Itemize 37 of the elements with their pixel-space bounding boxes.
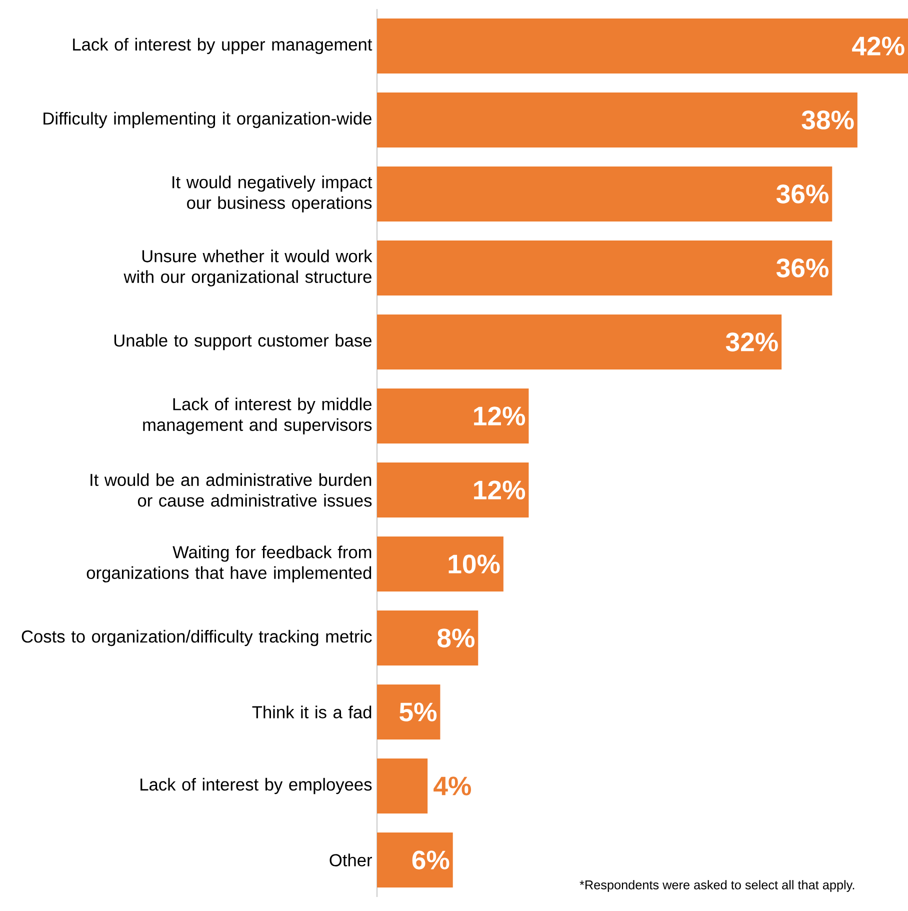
data-label: 8%	[438, 628, 474, 648]
y-tick-label: Costs to organization/difficulty tracking metric	[22, 630, 372, 646]
data-label: 36%	[776, 184, 828, 204]
bar	[377, 18, 908, 74]
bar	[377, 684, 440, 740]
data-label: 32%	[726, 332, 778, 352]
bar	[377, 758, 428, 814]
y-tick-label: Other	[330, 854, 372, 866]
y-tick-label: Unable to support customer base	[114, 334, 372, 350]
data-label: 5%	[400, 702, 437, 722]
annotation: *Respondents were asked to select all that apply.	[580, 880, 854, 892]
bar	[377, 388, 529, 444]
y-tick-label: It would negatively impact our business operations	[172, 176, 372, 212]
y-tick-label: It would be an administrative burden or cause administrative issues	[90, 473, 372, 507]
data-label: 42%	[852, 36, 904, 56]
y-tick-label: Think it is a fad	[252, 706, 372, 718]
bar	[377, 610, 478, 666]
bar	[377, 92, 858, 148]
data-label: 36%	[776, 258, 828, 278]
y-tick-label: Lack of interest by upper management	[73, 38, 372, 54]
bar	[377, 536, 504, 592]
bar	[377, 166, 832, 222]
data-label: 6%	[412, 850, 450, 870]
data-label: 38%	[802, 110, 854, 130]
y-tick-label: Lack of interest by employees	[140, 778, 372, 794]
bar	[377, 462, 529, 518]
bar	[377, 832, 453, 888]
data-label: 12%	[474, 480, 526, 500]
y-tick-label: Difficulty implementing it organization-wide	[44, 112, 372, 128]
bar	[377, 240, 832, 296]
y-tick-label: Lack of interest by middle management and supervisors	[143, 398, 372, 434]
data-label: 4%	[434, 776, 471, 796]
y-tick-label: Waiting for feedback from organizations that have implemented	[86, 546, 372, 582]
data-label: 12%	[474, 406, 526, 426]
data-label: 10%	[448, 554, 500, 574]
bar	[377, 314, 782, 370]
y-tick-label: Unsure whether it would work with our organizational structure	[124, 250, 372, 286]
